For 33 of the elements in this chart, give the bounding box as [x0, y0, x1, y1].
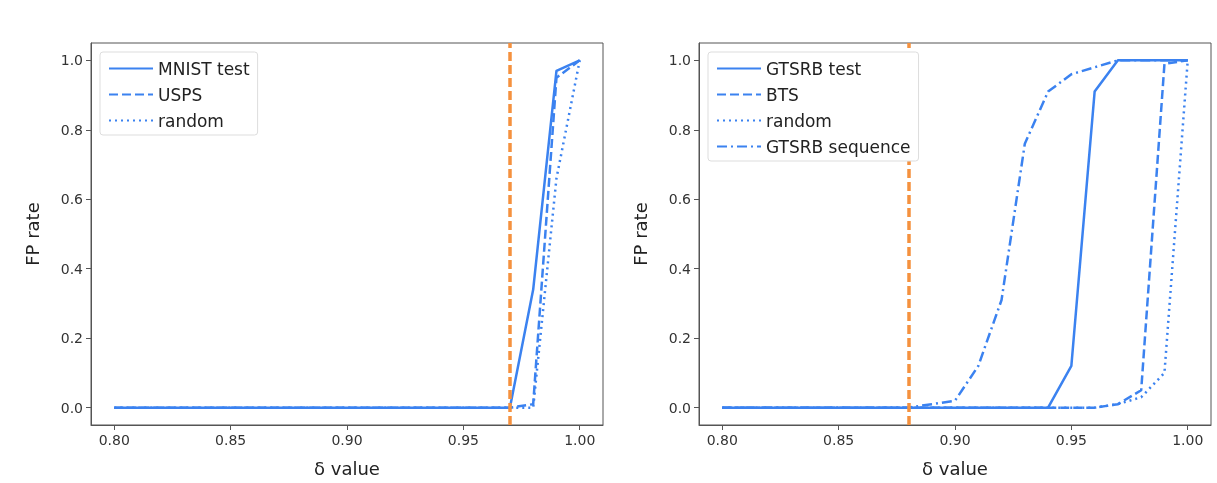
x-tick-label: 0.80 — [98, 432, 130, 448]
y-tick-label: 1.0 — [668, 52, 691, 69]
y-tick-label: 0.8 — [668, 121, 691, 138]
y-tick-label: 1.0 — [60, 52, 83, 69]
y-tick-label: 0.4 — [668, 260, 692, 277]
x-tick-label: 1.00 — [1172, 432, 1204, 448]
x-tick-label: 0.85 — [215, 432, 247, 448]
legend-label: USPS — [158, 84, 203, 105]
y-tick-label: 0.0 — [60, 399, 83, 416]
y-tick-label: 0.2 — [668, 330, 691, 347]
x-axis-title: δ value — [922, 457, 988, 479]
x-tick-label: 0.95 — [1055, 432, 1087, 448]
y-tick-label: 0.6 — [668, 191, 692, 208]
x-axis-title: δ value — [314, 457, 380, 479]
legend-label: GTSRB sequence — [766, 136, 911, 157]
y-axis-title: FP rate — [21, 202, 43, 266]
legend-label: random — [766, 110, 832, 131]
x-tick-label: 0.85 — [823, 432, 855, 448]
legend-label: MNIST test — [158, 58, 250, 79]
legend-label: random — [158, 110, 224, 131]
legend-label: BTS — [766, 84, 799, 105]
y-tick-label: 0.4 — [60, 260, 84, 277]
x-tick-label: 0.90 — [331, 432, 363, 448]
y-tick-label: 0.0 — [668, 399, 691, 416]
y-tick-label: 0.6 — [60, 191, 84, 208]
x-tick-label: 0.80 — [706, 432, 738, 448]
x-tick-label: 0.90 — [939, 432, 971, 448]
y-tick-label: 0.2 — [60, 330, 83, 347]
y-axis-title: FP rate — [629, 202, 651, 266]
y-tick-label: 0.8 — [60, 121, 83, 138]
legend-label: GTSRB test — [766, 58, 862, 79]
x-tick-label: 0.95 — [447, 432, 479, 448]
x-tick-label: 1.00 — [564, 432, 596, 448]
